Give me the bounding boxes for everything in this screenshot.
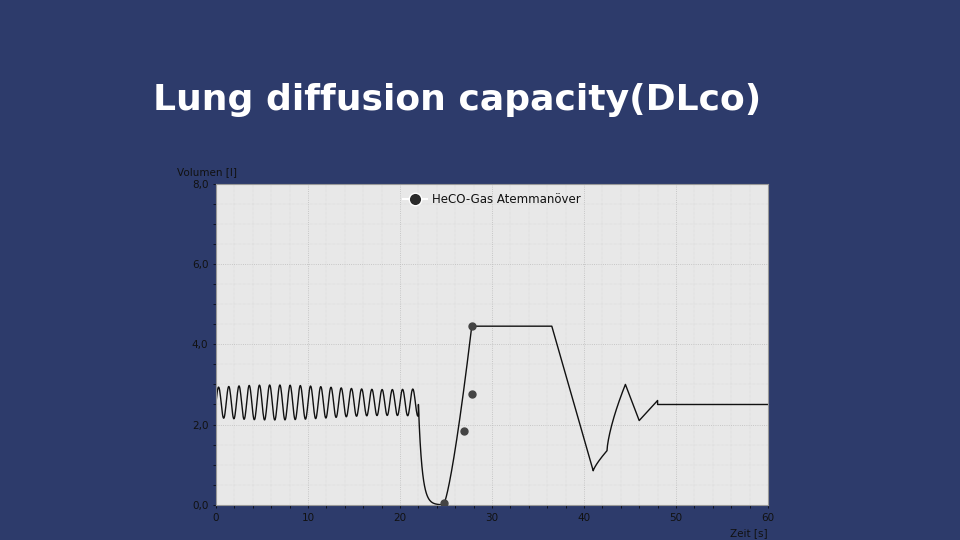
- Text: Volumen [l]: Volumen [l]: [178, 167, 237, 177]
- X-axis label: Zeit [s]: Zeit [s]: [731, 528, 768, 538]
- Legend: HeCO-Gas Atemmanöver: HeCO-Gas Atemmanöver: [400, 190, 584, 210]
- Text: Lung diffusion capacity(DLco): Lung diffusion capacity(DLco): [154, 83, 761, 117]
